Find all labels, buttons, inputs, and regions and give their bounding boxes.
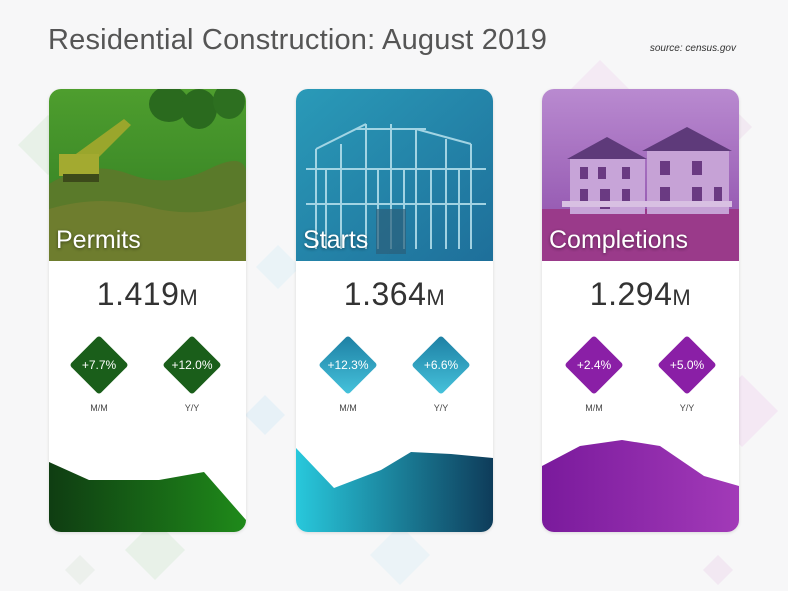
permits-trend-area: [49, 462, 246, 532]
card-label-starts: Starts: [303, 226, 369, 254]
permits-card: Permits 1.419M +7.7% +12.0% M/M Y/Y: [49, 89, 246, 532]
completions-photo: [542, 89, 739, 261]
card-label-permits: Permits: [56, 226, 141, 254]
completions-yy-label: Y/Y: [679, 403, 695, 413]
starts-mm-label: M/M: [339, 403, 357, 413]
permits-photo: [49, 89, 246, 261]
permits-value-number: 1.419: [96, 276, 180, 312]
starts-photo: [296, 89, 493, 261]
page-title: Residential Construction: August 2019: [48, 24, 548, 56]
completions-trend-area: [542, 440, 739, 532]
card-label-completions: Completions: [549, 226, 688, 254]
completions-mm-badge: +2.4%: [564, 335, 624, 395]
permits-value-unit: M: [179, 285, 199, 310]
starts-mm-badge: +12.3%: [318, 335, 378, 395]
completions-mm-value: +2.4%: [576, 358, 612, 372]
starts-trend-area: [296, 448, 493, 532]
starts-card: Starts 1.364M +12.3% +6.6% M/M Y/Y: [296, 89, 493, 532]
completions-card: Completions 1.294M +2.4% +5.0% M/M Y/Y: [542, 89, 739, 532]
starts-yy-badge: +6.6%: [411, 335, 471, 395]
completions-yy-value: +5.0%: [669, 358, 705, 372]
starts-yy-label: Y/Y: [433, 403, 449, 413]
permits-value: 1.419M: [49, 276, 246, 313]
permits-mm-value: +7.7%: [81, 358, 117, 372]
completions-value-unit: M: [672, 285, 692, 310]
permits-yy-value: +12.0%: [171, 358, 213, 372]
starts-value-unit: M: [426, 285, 446, 310]
permits-yy-badge: +12.0%: [162, 335, 222, 395]
permits-mm-badge: +7.7%: [69, 335, 129, 395]
source-note: source: census.gov: [649, 43, 736, 54]
permits-yy-label: Y/Y: [184, 403, 200, 413]
completions-value-number: 1.294: [589, 276, 673, 312]
starts-value: 1.364M: [296, 276, 493, 313]
completions-yy-badge: +5.0%: [657, 335, 717, 395]
starts-value-number: 1.364: [343, 276, 427, 312]
completions-value: 1.294M: [542, 276, 739, 313]
completions-mm-label: M/M: [585, 403, 603, 413]
permits-mm-label: M/M: [90, 403, 108, 413]
starts-mm-value: +12.3%: [327, 358, 369, 372]
starts-yy-value: +6.6%: [423, 358, 459, 372]
